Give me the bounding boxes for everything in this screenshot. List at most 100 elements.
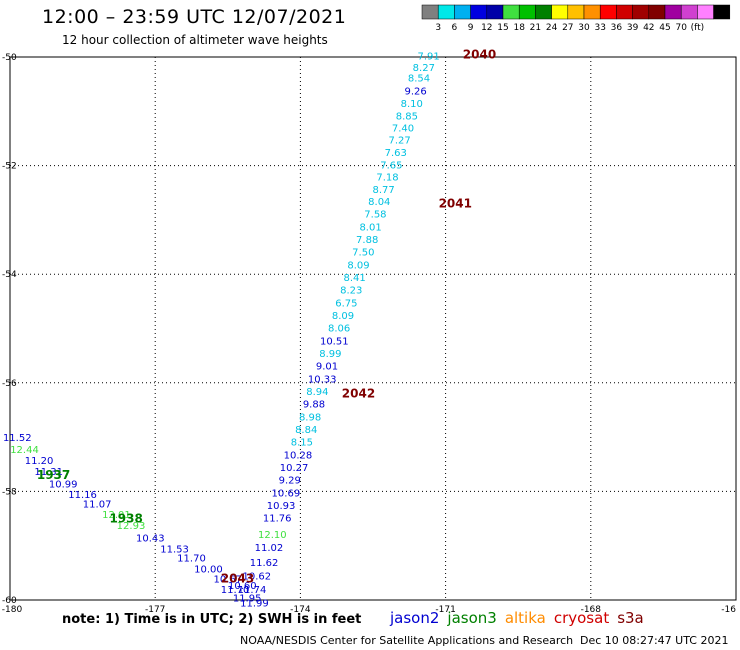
colorbar-swatch: [648, 4, 666, 20]
colorbar-label: 27: [562, 23, 573, 33]
page-title: 12:00 – 23:59 UTC 12/07/2021: [42, 6, 347, 28]
wave-height-label: 6.75: [335, 298, 357, 309]
colorbar-swatch: [535, 4, 552, 20]
track-time-label: 2042: [342, 387, 375, 401]
wave-height-label: 8.27: [413, 63, 435, 74]
wave-height-label: 11.76: [263, 513, 292, 524]
colorbar-label: 18: [513, 23, 525, 33]
colorbar-swatch: [486, 4, 504, 20]
colorbar-label: 21: [530, 23, 541, 33]
wave-height-label: 10.60: [228, 581, 257, 592]
wave-height-label: 11.31: [34, 467, 63, 478]
wave-height-label: 9.29: [279, 475, 301, 486]
colorbar-swatch: [664, 4, 682, 20]
colorbar-swatch: [518, 4, 536, 20]
colorbar-label: 24: [546, 23, 558, 33]
y-tick-label: -52: [2, 162, 17, 172]
wave-height-label: 8.06: [328, 323, 350, 334]
wave-height-label: 8.23: [340, 285, 362, 296]
colorbar-label: 3: [435, 23, 441, 33]
colorbar-label: 45: [659, 23, 670, 33]
legend-item-altika: altika: [504, 609, 546, 627]
legend-item-s3a: s3a: [617, 609, 644, 627]
colorbar-label: 9: [468, 23, 474, 33]
wave-height-label: 8.04: [368, 197, 390, 208]
legend-item-jason2: jason2: [390, 609, 440, 627]
colorbar-swatch: [470, 4, 488, 20]
colorbar-label: 30: [578, 23, 590, 33]
colorbar: 3 6 9 12 15 18 21 24 27 30 33 36 39 42 45 70 (ft): [421, 4, 731, 33]
track-time-label: 2040: [463, 47, 496, 61]
grid: [10, 57, 736, 600]
axis-ticks: -180 -177 -174 -171 -168 -16 -50 -52 -54 -56 -58 -6…: [2, 53, 736, 615]
wave-height-label: 7.91: [418, 51, 440, 62]
y-tick-label: -58: [2, 487, 17, 497]
wave-height-label: 11.99: [240, 599, 269, 610]
wave-height-label: 9.01: [316, 361, 338, 372]
colorbar-swatch: [502, 4, 520, 20]
wave-height-label: 10.67: [213, 574, 242, 585]
wave-height-label: 11.16: [68, 490, 97, 501]
wave-height-label: 11.74: [238, 585, 267, 596]
wave-height-label: 7.58: [364, 209, 386, 220]
colorbar-swatch: [599, 4, 617, 20]
wave-height-label: 11.70: [177, 554, 206, 565]
wave-height-label: 11.95: [233, 593, 262, 604]
wave-height-label: 7.65: [380, 161, 402, 172]
wave-height-label: 8.01: [359, 222, 381, 233]
colorbar-swatch: [697, 4, 714, 20]
wave-height-label: 8.41: [343, 273, 365, 284]
colorbar-swatch: [616, 4, 633, 20]
wave-height-label: 11.62: [250, 558, 279, 569]
wave-height-label: 10.43: [136, 534, 165, 545]
wave-height-label: 10.62: [243, 572, 272, 583]
x-tick-label: -171: [435, 605, 455, 615]
wave-height-label: 11.07: [83, 499, 112, 510]
wave-height-label: 10.69: [272, 488, 301, 499]
wave-height-label: 10.99: [49, 479, 78, 490]
track-time-label: 1938: [109, 512, 142, 526]
wave-height-label: 11.20: [25, 456, 54, 467]
wave-height-label: 9.26: [404, 87, 426, 98]
colorbar-label: 33: [594, 23, 605, 33]
colorbar-label: 15: [497, 23, 508, 33]
colorbar-label: 6: [452, 23, 458, 33]
y-tick-label: -54: [2, 270, 17, 280]
wave-height-label: 7.88: [356, 235, 378, 246]
footnote: note: 1) Time is in UTC; 2) SWH is in fe…: [62, 612, 362, 627]
wave-height-label: 12.44: [10, 445, 39, 456]
wave-height-label: 7.50: [352, 247, 374, 258]
wave-height-label: 11.52: [3, 433, 32, 444]
colorbar-label: (ft): [691, 23, 705, 33]
y-tick-label: -50: [2, 53, 17, 63]
wave-height-label: 8.10: [401, 99, 423, 110]
satellite-legend: jason2 jason3 altika cryosat s3a: [390, 609, 652, 627]
y-tick-label: -56: [2, 379, 17, 389]
wave-height-label: 7.40: [392, 124, 414, 135]
colorbar-label: 12: [481, 23, 492, 33]
colorbar-label: 42: [643, 23, 654, 33]
wave-height-label: 9.88: [303, 399, 325, 410]
plot-frame: [9, 56, 737, 601]
wave-height-label: 10.93: [267, 501, 296, 512]
wave-height-label: 10.28: [284, 450, 313, 461]
colorbar-swatch: [421, 4, 439, 20]
wave-height-label: 8.99: [319, 349, 341, 360]
wave-height-label: 12.93: [117, 521, 146, 532]
wave-height-label: 8.85: [396, 112, 418, 123]
page-subtitle: 12 hour collection of altimeter wave hei…: [62, 33, 328, 47]
wave-height-label: 8.98: [299, 412, 321, 423]
colorbar-label: 39: [627, 23, 639, 33]
wave-height-label: 8.09: [332, 311, 354, 322]
wave-height-label: 10.27: [280, 463, 309, 474]
x-tick-label: -16: [721, 605, 736, 615]
x-tick-label: -180: [2, 605, 23, 615]
track-time-label: 2041: [439, 197, 472, 211]
wave-height-label: 11.70: [221, 585, 250, 596]
wave-height-label: 8.54: [408, 74, 430, 85]
wave-height-label: 7.63: [385, 148, 407, 159]
colorbar-swatch: [583, 4, 601, 20]
colorbar-swatch: [454, 4, 471, 20]
x-tick-label: -168: [581, 605, 602, 615]
wave-height-label: 7.18: [376, 172, 398, 183]
